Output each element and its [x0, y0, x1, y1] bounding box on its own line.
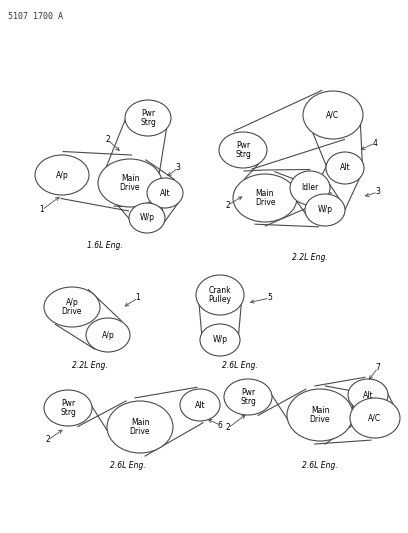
Text: 7: 7	[375, 364, 380, 373]
Text: 2.2L Eng.: 2.2L Eng.	[72, 361, 108, 370]
Text: Crank
Pulley: Crank Pulley	[208, 286, 231, 304]
Ellipse shape	[290, 171, 330, 205]
Text: A/p
Drive: A/p Drive	[62, 297, 82, 317]
Text: Main
Drive: Main Drive	[255, 189, 275, 207]
Text: 2.2L Eng.: 2.2L Eng.	[292, 253, 328, 262]
Text: 2.6L Eng.: 2.6L Eng.	[222, 361, 258, 370]
Text: 2.6L Eng.: 2.6L Eng.	[110, 461, 146, 470]
Ellipse shape	[303, 91, 363, 139]
Text: Pwr
Strg: Pwr Strg	[240, 387, 256, 406]
Text: Alt: Alt	[195, 400, 205, 409]
Ellipse shape	[107, 401, 173, 453]
Text: Idler: Idler	[302, 183, 319, 192]
Text: A/C: A/C	[368, 414, 381, 423]
Ellipse shape	[44, 287, 100, 327]
Ellipse shape	[224, 379, 272, 415]
Text: A/C: A/C	[326, 110, 339, 119]
Ellipse shape	[125, 100, 171, 136]
Text: A/p: A/p	[102, 330, 114, 340]
Ellipse shape	[196, 275, 244, 315]
Text: Alt: Alt	[160, 189, 170, 198]
Text: 3: 3	[375, 188, 380, 197]
Text: Main
Drive: Main Drive	[120, 174, 140, 192]
Text: W/p: W/p	[140, 214, 155, 222]
Ellipse shape	[86, 318, 130, 352]
Text: Pwr
Strg: Pwr Strg	[140, 109, 156, 127]
Text: 2: 2	[226, 424, 231, 432]
Text: Main
Drive: Main Drive	[310, 406, 330, 424]
Ellipse shape	[348, 379, 388, 411]
Text: 5107 1700 A: 5107 1700 A	[8, 12, 63, 21]
Ellipse shape	[350, 398, 400, 438]
Ellipse shape	[233, 174, 297, 222]
Ellipse shape	[305, 194, 345, 226]
Text: 5: 5	[268, 294, 273, 303]
Text: Main
Drive: Main Drive	[130, 418, 150, 437]
Text: W/p: W/p	[213, 335, 228, 344]
Ellipse shape	[98, 159, 162, 207]
Ellipse shape	[326, 152, 364, 184]
Text: Alt: Alt	[340, 164, 350, 173]
Ellipse shape	[287, 389, 353, 441]
Text: 6: 6	[217, 421, 222, 430]
Text: Pwr
Strg: Pwr Strg	[60, 399, 76, 417]
Text: Pwr
Strg: Pwr Strg	[235, 141, 251, 159]
Ellipse shape	[180, 389, 220, 421]
Ellipse shape	[219, 132, 267, 168]
Ellipse shape	[147, 178, 183, 208]
Text: 2: 2	[226, 200, 231, 209]
Ellipse shape	[35, 155, 89, 195]
Text: 1: 1	[135, 294, 140, 303]
Text: 4: 4	[373, 139, 377, 148]
Text: 2: 2	[106, 135, 111, 144]
Ellipse shape	[129, 203, 165, 233]
Text: W/p: W/p	[317, 206, 333, 214]
Text: 3: 3	[175, 164, 180, 173]
Text: A/p: A/p	[55, 171, 69, 180]
Text: 2: 2	[46, 435, 50, 445]
Text: 1.6L Eng.: 1.6L Eng.	[87, 241, 123, 250]
Text: 1: 1	[40, 206, 44, 214]
Text: 2.6L Eng.: 2.6L Eng.	[302, 461, 338, 470]
Ellipse shape	[200, 324, 240, 356]
Ellipse shape	[44, 390, 92, 426]
Text: Alt: Alt	[363, 391, 373, 400]
